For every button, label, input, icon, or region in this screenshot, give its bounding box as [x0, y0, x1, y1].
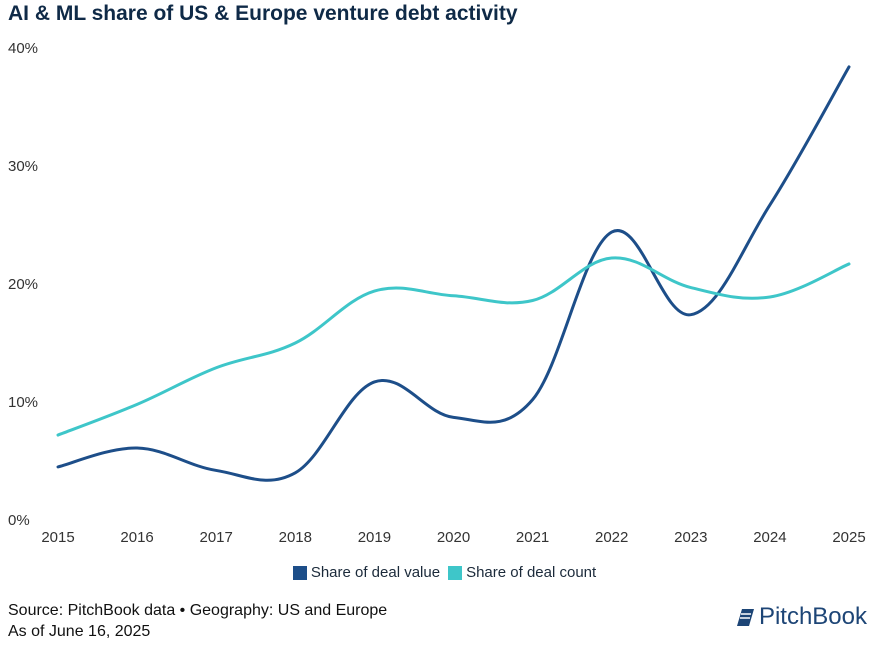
source-note: Source: PitchBook data • Geography: US a…	[8, 600, 387, 642]
x-tick-label: 2019	[358, 529, 391, 546]
legend-swatch	[292, 565, 307, 580]
x-tick-label: 2021	[516, 529, 549, 546]
y-tick-label: 40%	[8, 40, 38, 57]
x-tick-label: 2020	[437, 529, 470, 546]
x-tick-label: 2025	[832, 529, 865, 546]
series-line-0	[56, 65, 851, 482]
legend-label: Share of deal value	[310, 564, 441, 581]
y-tick-label: 10%	[8, 394, 38, 411]
x-tick-label: 2017	[200, 529, 233, 546]
source-text: Source: PitchBook data • Geography: US a…	[8, 602, 388, 619]
date-text: As of June 16, 2025	[8, 623, 151, 640]
legend: Share of deal value Share of deal count	[0, 564, 889, 581]
x-tick-label: 2024	[753, 529, 786, 546]
x-tick-label: 2023	[674, 529, 707, 546]
chart-title: AI & ML share of US & Europe venture deb…	[8, 2, 518, 25]
legend-swatch	[448, 565, 463, 580]
x-tick-label: 2015	[41, 529, 74, 546]
logo-text: PitchBook	[758, 603, 867, 630]
y-tick-label: 0%	[8, 512, 30, 529]
legend-label: Share of deal count	[466, 564, 597, 581]
x-tick-label: 2022	[595, 529, 628, 546]
series-line-1	[56, 256, 851, 437]
x-tick-label: 2016	[120, 529, 153, 546]
pitchbook-logo-icon	[736, 609, 754, 626]
line-chart: 0% 10% 20% 30% 40% 2015 2016 2017 2018 2019 2020 20…	[8, 40, 866, 546]
y-tick-label: 20%	[8, 276, 38, 293]
pitchbook-logo: PitchBook	[734, 603, 867, 631]
legend-item-deal-value: Share of deal value	[292, 564, 441, 581]
x-tick-label: 2018	[279, 529, 312, 546]
y-tick-label: 30%	[8, 158, 38, 175]
legend-item-deal-count: Share of deal count	[448, 564, 596, 581]
